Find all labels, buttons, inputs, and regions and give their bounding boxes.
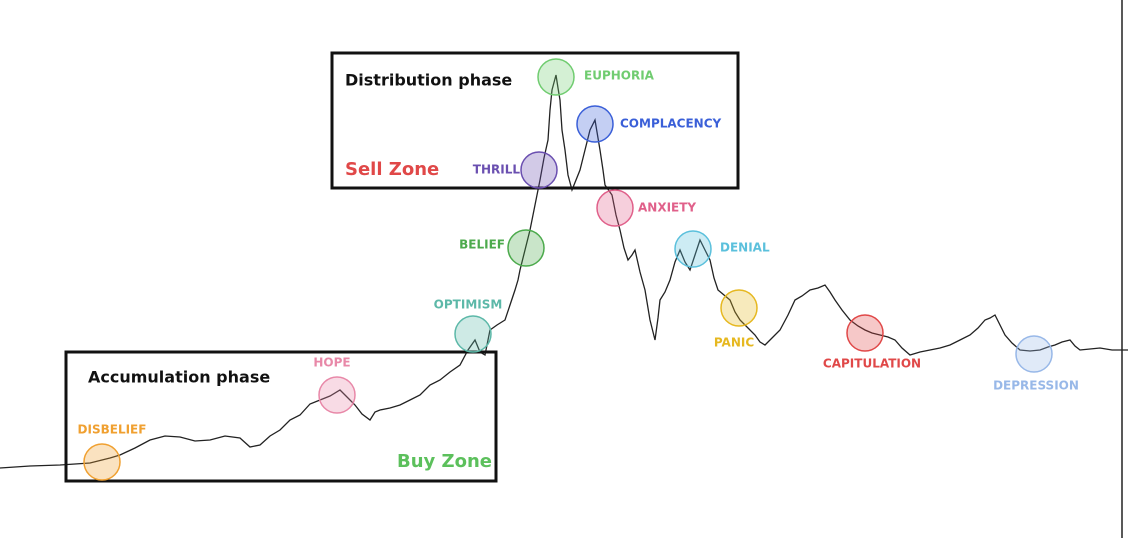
- zone-label: Sell Zone: [345, 159, 439, 180]
- price-line: [0, 74, 1128, 469]
- stage-circle: [83, 443, 121, 481]
- stage-circle: [1015, 335, 1053, 373]
- stage-label: THRILL: [473, 163, 521, 177]
- stage-label: ANXIETY: [638, 201, 696, 215]
- stage-circle: [520, 151, 558, 189]
- stage-label: DENIAL: [720, 241, 770, 255]
- stage-label: BELIEF: [459, 238, 505, 252]
- stage-label: HOPE: [313, 356, 350, 370]
- accumulation-box: [64, 350, 498, 483]
- box-title: Accumulation phase: [88, 368, 270, 387]
- stage-circle: [846, 314, 884, 352]
- zone-label: Buy Zone: [397, 451, 492, 472]
- stage-label: CAPITULATION: [823, 357, 921, 371]
- stage-label: EUPHORIA: [584, 69, 655, 83]
- stage-label: DISBELIEF: [78, 423, 147, 437]
- stage-label: PANIC: [714, 336, 754, 350]
- stage-circle: [537, 58, 575, 96]
- stage-circle: [507, 229, 545, 267]
- stage-circle: [720, 289, 758, 327]
- stage-circle: [318, 376, 356, 414]
- stage-label: DEPRESSION: [993, 379, 1079, 393]
- stage-circle: [454, 315, 492, 353]
- stage-circle: [674, 230, 712, 268]
- stage-circle: [596, 189, 634, 227]
- box-title: Distribution phase: [345, 71, 512, 90]
- stage-label: COMPLACENCY: [620, 117, 722, 131]
- stages: DISBELIEF HOPE OPTIMISM BELIEF THRILL EU…: [78, 58, 1079, 481]
- stage-circle: [576, 105, 614, 143]
- stage-label: OPTIMISM: [434, 298, 503, 312]
